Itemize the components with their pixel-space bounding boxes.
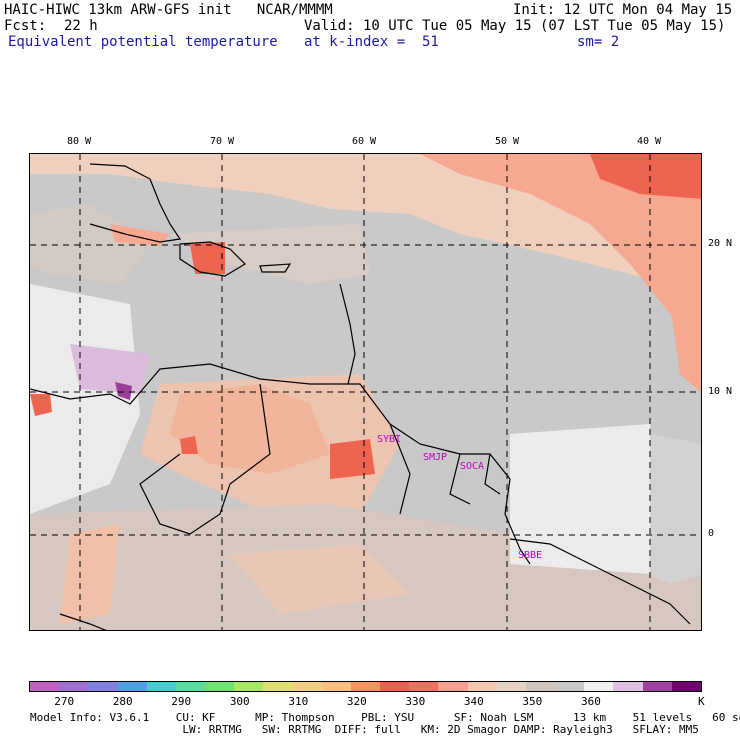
colorbar-tick-label: 280 <box>112 695 133 708</box>
forecast-hour: 22 h <box>64 18 98 34</box>
station-label-sbbe: SBBE <box>518 550 543 561</box>
colorbar-tick-label: 270 <box>54 695 75 708</box>
colorbar-swatch <box>409 682 439 691</box>
colorbar-tick-label: 290 <box>171 695 192 708</box>
valid-time: Valid: 10 UTC Tue 05 May 15 (07 LST Tue … <box>304 18 726 34</box>
colorbar-swatch <box>59 682 89 691</box>
colorbar-swatch <box>175 682 206 691</box>
colorbar-swatch <box>292 682 322 691</box>
colorbar-tick-label: 330 <box>405 695 426 708</box>
colorbar-swatch <box>321 682 351 691</box>
lon-label-60w: 60 W <box>352 136 377 147</box>
colorbar-swatch <box>263 682 293 691</box>
colorbar-swatch <box>525 682 556 691</box>
station-label-sybi: SYBI <box>377 434 402 445</box>
lat-label-10n: 10 N <box>708 386 733 397</box>
level-info: at k-index = 51 <box>304 34 439 50</box>
init-time: Init: 12 UTC Mon 04 May 15 <box>513 2 733 18</box>
colorbar-swatch <box>642 682 672 691</box>
map-panel: SYBI SMJP SOCA SBBE <box>29 153 702 631</box>
colorbar-swatch <box>613 682 643 691</box>
colorbar-swatch <box>88 682 118 691</box>
field-name: Equivalent potential temperature <box>8 34 278 50</box>
colorbar-swatch <box>146 682 176 691</box>
colorbar-swatch <box>380 682 410 691</box>
colorbar-tick-label: 360 <box>580 695 601 708</box>
colorbar-swatch <box>496 682 526 691</box>
model-info-line2: LW: RRTMG SW: RRTMG DIFF: full KM: 2D Sm… <box>30 723 699 736</box>
lon-label-40w: 40 W <box>637 136 662 147</box>
colorbar-tick-label: 350 <box>522 695 543 708</box>
colorbar-swatch <box>30 682 60 691</box>
colorbar-swatch <box>555 682 585 691</box>
lat-label-20n: 20 N <box>708 238 733 249</box>
colorbar-swatch <box>234 682 264 691</box>
colorbar-tick-label: 310 <box>288 695 309 708</box>
colorbar-swatch <box>205 682 235 691</box>
lon-label-70w: 70 W <box>210 136 235 147</box>
model-info-line1: Model Info: V3.6.1 CU: KF MP: Thompson P… <box>30 711 740 724</box>
lat-label-0: 0 <box>708 528 715 539</box>
lon-label-80w: 80 W <box>67 136 92 147</box>
colorbar-swatch <box>117 682 147 691</box>
model-title: HAIC-HIWC 13km ARW-GFS init NCAR/MMMM <box>4 2 333 18</box>
colorbar-tick-label: 320 <box>346 695 367 708</box>
colorbar-unit: K <box>698 695 705 708</box>
smoothing-info: sm= 2 <box>577 34 620 50</box>
forecast-label: Fcst: <box>4 18 47 34</box>
theta-e-field-map <box>30 154 701 630</box>
colorbar-tick-label: 300 <box>229 695 250 708</box>
station-label-soca: SOCA <box>460 461 485 472</box>
colorbar <box>29 681 702 692</box>
colorbar-tick-label: 340 <box>463 695 484 708</box>
station-label-smjp: SMJP <box>423 452 448 463</box>
lon-label-50w: 50 W <box>495 136 520 147</box>
colorbar-swatch <box>438 682 468 691</box>
colorbar-swatch <box>467 682 497 691</box>
colorbar-swatch <box>584 682 614 691</box>
colorbar-swatch <box>350 682 381 691</box>
colorbar-swatch <box>671 682 701 691</box>
